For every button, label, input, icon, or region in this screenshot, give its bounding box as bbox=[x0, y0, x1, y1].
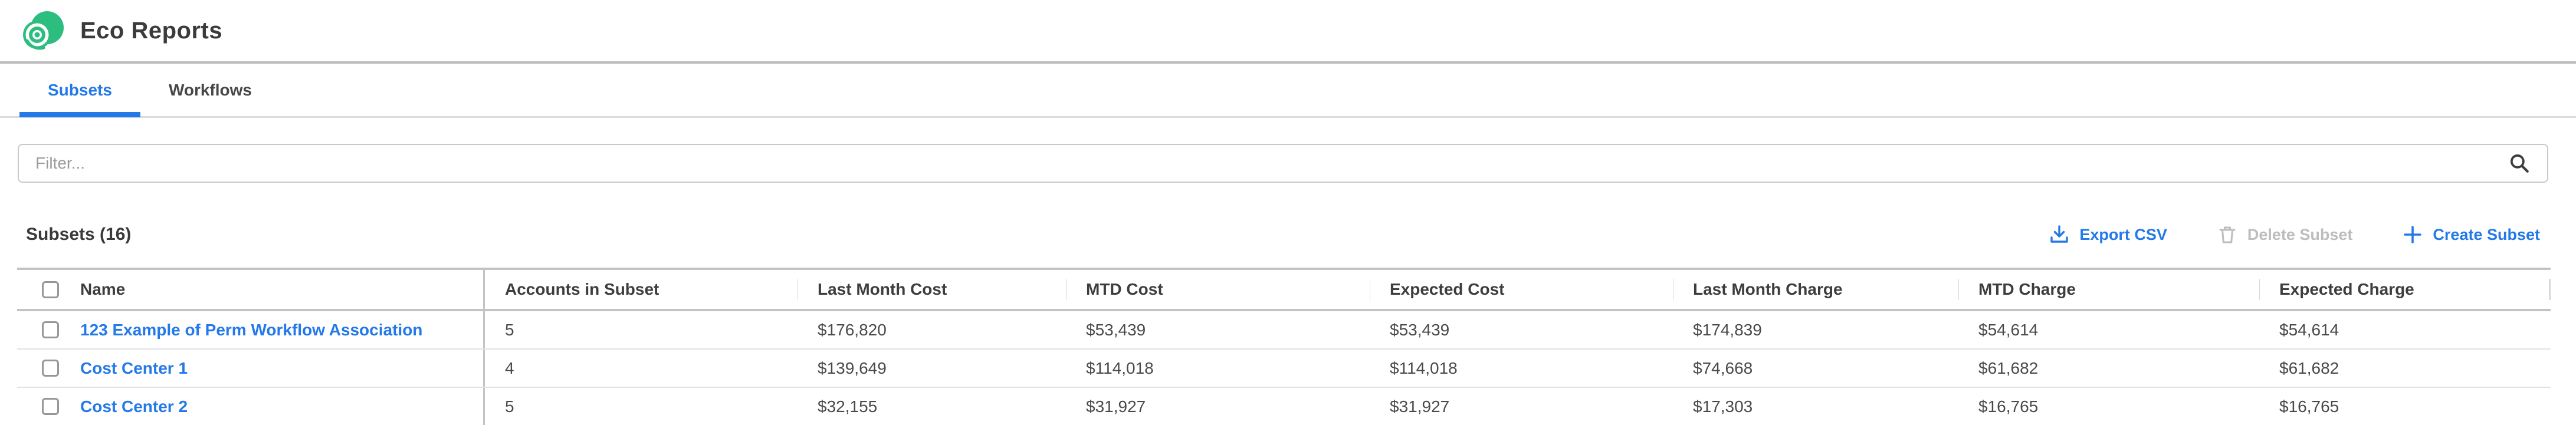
eco-reports-logo-icon bbox=[23, 11, 64, 50]
column-header-last-month-charge[interactable]: Last Month Charge bbox=[1673, 270, 1958, 309]
table-row: Cost Center 1 4 $139,649 $114,018 $114,0… bbox=[17, 350, 2551, 388]
column-header-mtd-cost[interactable]: MTD Cost bbox=[1066, 270, 1370, 309]
plus-icon bbox=[2404, 226, 2422, 243]
delete-subset-label: Delete Subset bbox=[2247, 225, 2353, 243]
last-month-charge-cell: $17,303 bbox=[1693, 397, 1753, 416]
accounts-cell: 4 bbox=[505, 358, 514, 377]
mtd-cost-cell: $53,439 bbox=[1086, 320, 1146, 339]
expected-charge-cell: $61,682 bbox=[2279, 358, 2339, 377]
mtd-charge-cell: $54,614 bbox=[1978, 320, 2039, 339]
last-month-charge-cell: $174,839 bbox=[1693, 320, 1762, 339]
subsets-table: Name Accounts in Subset Last Month Cost … bbox=[17, 268, 2551, 425]
column-header-name[interactable]: Name bbox=[17, 270, 485, 309]
subset-name-link[interactable]: Cost Center 1 bbox=[80, 358, 188, 377]
row-checkbox[interactable] bbox=[42, 321, 59, 338]
tab-subsets[interactable]: Subsets bbox=[19, 64, 140, 117]
last-month-cost-cell: $176,820 bbox=[818, 320, 887, 339]
name-cell: Cost Center 1 bbox=[17, 350, 485, 387]
expected-cost-cell: $53,439 bbox=[1390, 320, 1450, 339]
last-month-cost-cell: $139,649 bbox=[818, 358, 887, 377]
subsets-count-heading: Subsets (16) bbox=[26, 225, 132, 244]
expected-charge-cell: $54,614 bbox=[2279, 320, 2339, 339]
tab-workflows[interactable]: Workflows bbox=[168, 80, 252, 99]
subset-name-link[interactable]: Cost Center 2 bbox=[80, 397, 188, 416]
column-header-expected-cost[interactable]: Expected Cost bbox=[1370, 270, 1673, 309]
export-csv-label: Export CSV bbox=[2079, 225, 2167, 243]
column-header-label: Name bbox=[80, 280, 126, 298]
table-header-row: Name Accounts in Subset Last Month Cost … bbox=[17, 270, 2551, 311]
mtd-charge-cell: $16,765 bbox=[1978, 397, 2039, 416]
list-toolbar: Subsets (16) Export CSV Delete Subset bbox=[26, 213, 2540, 256]
table-row: 123 Example of Perm Workflow Association… bbox=[17, 311, 2551, 350]
column-header-accounts[interactable]: Accounts in Subset bbox=[505, 280, 659, 298]
app-header: Eco Reports bbox=[0, 0, 2576, 64]
page-title: Eco Reports bbox=[80, 17, 223, 44]
create-subset-button[interactable]: Create Subset bbox=[2402, 224, 2540, 245]
search-icon[interactable] bbox=[2508, 152, 2531, 174]
download-icon bbox=[2050, 225, 2069, 243]
toolbar-actions: Export CSV Delete Subset Create Subset bbox=[2049, 224, 2540, 245]
last-month-charge-cell: $74,668 bbox=[1693, 358, 1753, 377]
column-header-last-month-cost[interactable]: Last Month Cost bbox=[798, 270, 1066, 309]
column-header-expected-charge[interactable]: Expected Charge bbox=[2259, 270, 2551, 309]
row-checkbox[interactable] bbox=[42, 398, 59, 415]
tab-bar: Subsets Workflows bbox=[0, 64, 2576, 118]
accounts-cell: 5 bbox=[505, 320, 514, 339]
trash-icon bbox=[2219, 226, 2236, 243]
column-header-mtd-charge[interactable]: MTD Charge bbox=[1958, 270, 2259, 309]
expected-cost-cell: $114,018 bbox=[1390, 358, 1458, 377]
expected-charge-cell: $16,765 bbox=[2279, 397, 2339, 416]
accounts-cell: 5 bbox=[505, 397, 514, 416]
filter-input[interactable] bbox=[18, 144, 2548, 183]
delete-subset-button[interactable]: Delete Subset bbox=[2217, 224, 2353, 245]
expected-cost-cell: $31,927 bbox=[1390, 397, 1450, 416]
mtd-cost-cell: $114,018 bbox=[1086, 358, 1154, 377]
table-row: Cost Center 2 5 $32,155 $31,927 $31,927 … bbox=[17, 388, 2551, 425]
mtd-cost-cell: $31,927 bbox=[1086, 397, 1146, 416]
name-cell: Cost Center 2 bbox=[17, 388, 485, 425]
row-checkbox[interactable] bbox=[42, 360, 59, 377]
select-all-checkbox[interactable] bbox=[42, 281, 59, 298]
last-month-cost-cell: $32,155 bbox=[818, 397, 878, 416]
name-cell: 123 Example of Perm Workflow Association bbox=[17, 311, 485, 348]
filter-bar bbox=[18, 144, 2548, 183]
create-subset-label: Create Subset bbox=[2433, 225, 2540, 243]
subset-name-link[interactable]: 123 Example of Perm Workflow Association bbox=[80, 320, 423, 339]
export-csv-button[interactable]: Export CSV bbox=[2049, 224, 2167, 245]
mtd-charge-cell: $61,682 bbox=[1978, 358, 2039, 377]
